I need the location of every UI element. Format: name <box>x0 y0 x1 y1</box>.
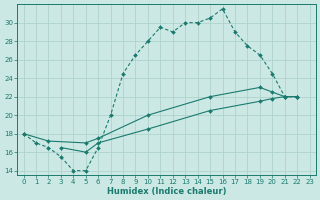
X-axis label: Humidex (Indice chaleur): Humidex (Indice chaleur) <box>107 187 226 196</box>
